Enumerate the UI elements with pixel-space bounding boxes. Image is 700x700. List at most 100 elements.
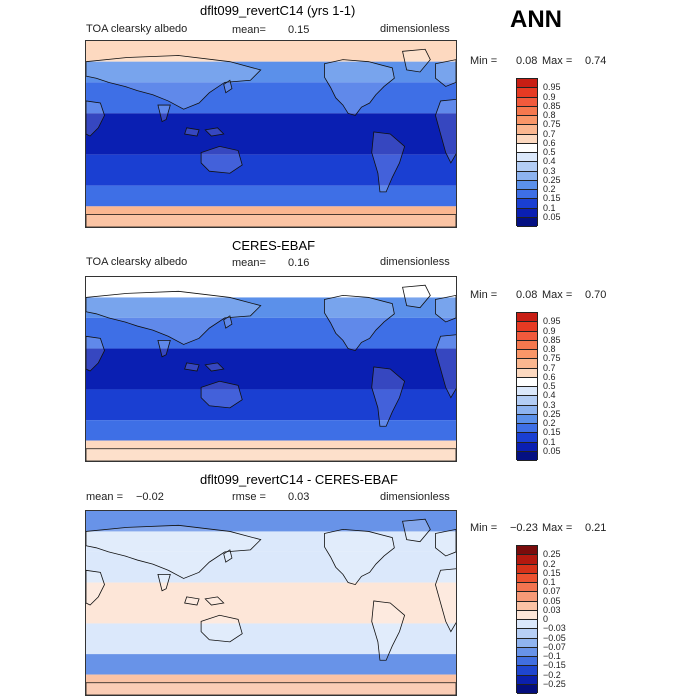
coastline	[86, 683, 456, 695]
colorbar-tick-label: 0.4	[543, 390, 556, 401]
colorbar-tick-label: 0.05	[543, 445, 561, 456]
colorbar-swatch	[517, 199, 537, 209]
colorbar-swatch	[517, 190, 537, 200]
panel-1-mean-value: 0.15	[288, 24, 310, 36]
colorbar-swatch	[517, 134, 537, 144]
coastline	[158, 340, 170, 356]
colorbar-tick-label: 0.9	[543, 91, 556, 102]
coastline	[372, 132, 405, 192]
colorbar-swatch	[517, 79, 537, 89]
colorbar-swatch	[517, 331, 537, 341]
colorbar-swatch	[517, 546, 537, 556]
panel-1-units: dimensionless	[380, 23, 450, 35]
colorbar-tick-label: 0.25	[543, 549, 561, 560]
coastline	[86, 525, 261, 578]
coastline	[201, 146, 242, 173]
lat-band-field	[86, 113, 456, 155]
colorbar-swatch	[517, 405, 537, 415]
panel-1-min-label: Min =	[470, 55, 498, 67]
coastline	[224, 80, 232, 92]
panel-3-max-value: 0.21	[585, 522, 607, 534]
lat-band-field	[86, 420, 456, 441]
panel-3-colorbar: 0.25 0.2 0.15 0.1 0.07 0.05 0.03 0 −0.03 −0.05 −0.…	[516, 545, 566, 694]
colorbar-tick-label: 0.85	[543, 334, 561, 345]
lat-band-field	[86, 206, 456, 227]
colorbar-tick-label: 0.05	[543, 211, 561, 222]
colorbar-tick-label: 0.25	[543, 408, 561, 419]
panel-2-max-value: 0.70	[585, 289, 607, 301]
colorbar-tick-label: 0.15	[543, 193, 561, 204]
colorbar-tick-label: 0.8	[543, 344, 556, 354]
colorbar-tick-label: 0.2	[543, 184, 556, 194]
panel-1-map	[85, 40, 457, 228]
colorbar-tick-label: 0.1	[543, 577, 556, 587]
colorbar-swatch	[517, 647, 537, 657]
coastline	[185, 597, 199, 605]
colorbar-swatch	[517, 592, 537, 602]
panel-1-max-label: Max =	[542, 55, 573, 67]
coastline	[435, 568, 456, 631]
colorbar-tick-label: −0.07	[543, 641, 566, 652]
colorbar-swatch	[517, 387, 537, 397]
colorbar-tick-label: 0.25	[543, 174, 561, 185]
coastline	[86, 336, 105, 371]
colorbar-swatch	[517, 322, 537, 332]
colorbar-tick-label: 0.1	[543, 436, 556, 447]
colorbar-tick-label: −0.1	[543, 651, 561, 661]
coastline	[158, 105, 170, 122]
colorbar-swatch	[517, 555, 537, 565]
colorbar-tick-label: 0.03	[543, 604, 561, 615]
colorbar-tick-label: −0.03	[543, 623, 566, 634]
colorbar-swatch	[517, 313, 537, 323]
lat-band-field	[86, 440, 456, 461]
coastline	[185, 363, 199, 371]
colorbar-tick-label: 0.15	[543, 567, 561, 578]
lat-band-field	[86, 61, 456, 83]
panel-3-rmse-value: 0.03	[288, 491, 310, 503]
panel-3-max-label: Max =	[542, 522, 573, 534]
lat-band-field	[86, 297, 456, 318]
colorbar-tick-label: 0.5	[543, 381, 556, 391]
lat-band-field	[86, 674, 456, 695]
coastline	[372, 367, 405, 426]
colorbar-tick-label: 0.6	[543, 371, 556, 382]
colorbar-swatch	[517, 162, 537, 172]
panel-1-mean-label: mean=	[232, 24, 266, 36]
colorbar-swatch	[517, 88, 537, 98]
colorbar-swatch	[517, 601, 537, 611]
lat-band-field	[86, 623, 456, 655]
colorbar-tick-label: 0.95	[543, 82, 561, 93]
panel-2-units: dimensionless	[380, 256, 450, 268]
colorbar-tick-label: 0.5	[543, 147, 556, 157]
colorbar-tick-label: 0	[543, 614, 549, 624]
coastline	[435, 295, 456, 322]
colorbar-tick-label: 0.7	[543, 128, 556, 139]
colorbar-tick-label: 0.15	[543, 427, 561, 438]
coastline	[86, 215, 456, 227]
lat-band-field	[86, 154, 456, 186]
coastline	[435, 334, 456, 397]
colorbar-swatch	[517, 666, 537, 676]
colorbar-swatch	[517, 97, 537, 107]
coastline	[324, 60, 394, 116]
panel-2-min-value: 0.08	[516, 289, 538, 301]
colorbar-tick-label: 0.85	[543, 100, 561, 111]
colorbar-swatch	[517, 610, 537, 620]
colorbar-swatch	[517, 583, 537, 593]
colorbar-swatch	[517, 573, 537, 583]
coastline	[435, 99, 456, 163]
panel-2-variable-label: TOA clearsky albedo	[86, 256, 188, 268]
colorbar-swatch	[517, 377, 537, 387]
panel-3-min-value: −0.23	[510, 522, 538, 534]
season-label: ANN	[510, 6, 562, 33]
colorbar-swatch	[517, 143, 537, 153]
colorbar-swatch	[517, 180, 537, 190]
lat-band-field	[86, 551, 456, 583]
colorbar-tick-label: 0.4	[543, 156, 556, 167]
coastline	[185, 128, 199, 136]
panel-1-min-value: 0.08	[516, 55, 538, 67]
colorbar-swatch	[517, 125, 537, 135]
coastline	[86, 449, 456, 461]
colorbar-swatch	[517, 657, 537, 667]
panel-3-mean-label: mean =	[86, 491, 123, 503]
